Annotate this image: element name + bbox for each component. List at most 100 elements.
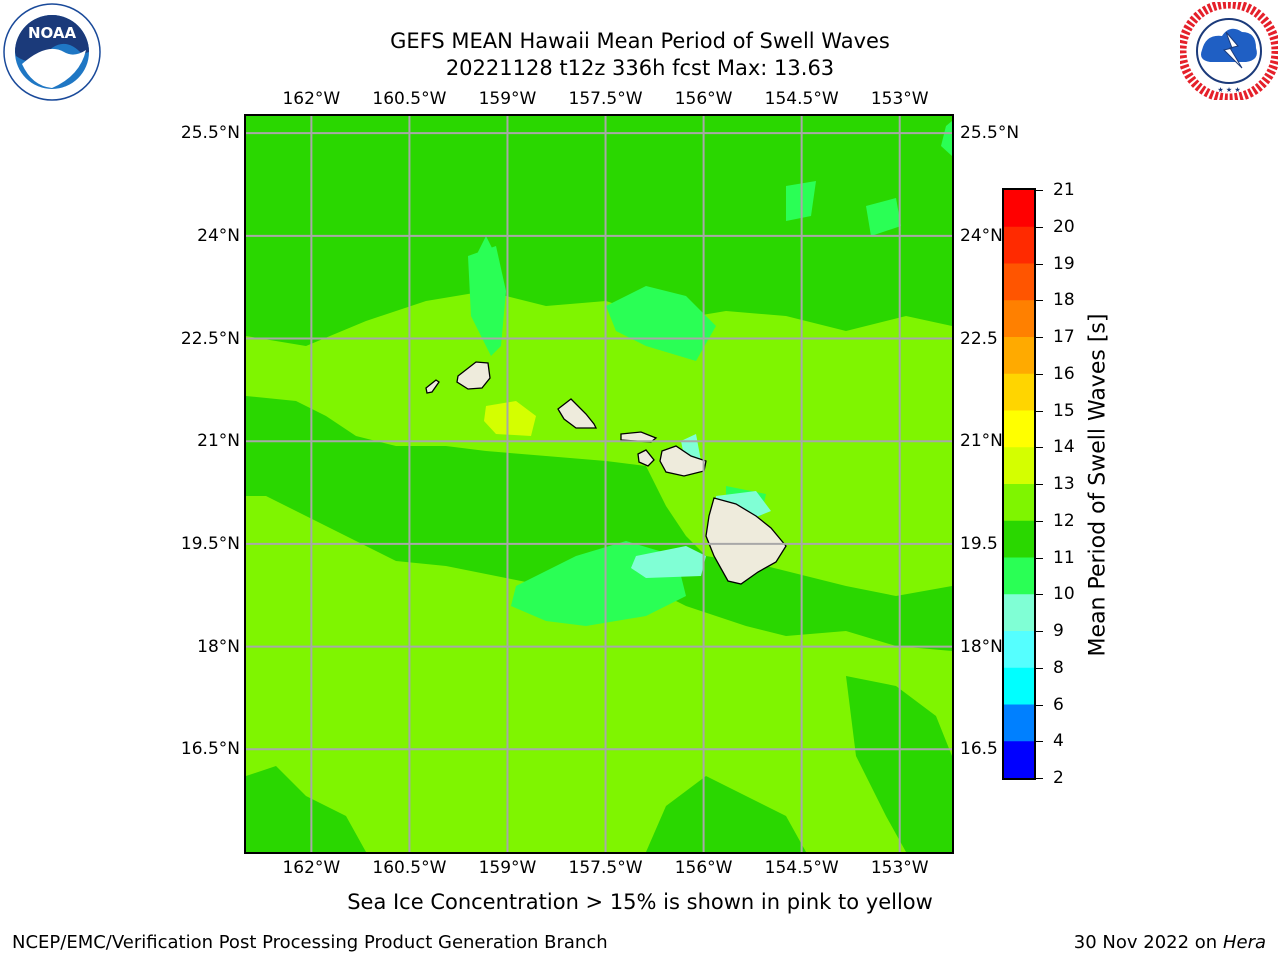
colorbar-band: [1004, 704, 1034, 742]
lon-tick-bottom: 157.5°W: [568, 858, 643, 878]
svg-text:★ ★ ★: ★ ★ ★: [1217, 86, 1240, 94]
colorbar-tick-label: 11: [1053, 547, 1075, 568]
contour-13-14s: [484, 401, 536, 436]
island-lanai: [637, 449, 655, 467]
lat-tick-left: 16.5°N: [180, 739, 240, 760]
colorbar-tick-mark: [1036, 373, 1043, 375]
colorbar-tick-label: 20: [1053, 216, 1075, 237]
colorbar-band: [1004, 226, 1034, 264]
colorbar-tick-mark: [1036, 778, 1043, 779]
island-niihau: [425, 379, 440, 394]
sea-ice-note: Sea Ice Concentration > 15% is shown in …: [347, 890, 933, 914]
colorbar-band: [1004, 667, 1034, 705]
colorbar: [1002, 188, 1036, 780]
lon-tick-bottom: 153°W: [870, 858, 929, 878]
colorbar-band: [1004, 484, 1034, 522]
colorbar-band: [1004, 557, 1034, 595]
colorbar-band: [1004, 410, 1034, 448]
colorbar-tick-mark: [1036, 484, 1043, 485]
colorbar-tick-mark: [1036, 704, 1043, 706]
contour-11-12s: [246, 116, 952, 852]
colorbar-tick-label: 17: [1053, 327, 1075, 347]
lon-tick-bottom: 154.5°W: [764, 858, 839, 878]
colorbar-tick-label: 18: [1053, 290, 1075, 311]
lon-tick-top: 154.5°W: [764, 89, 839, 109]
colorbar-tick-mark: [1036, 300, 1043, 302]
colorbar-tick-label: 13: [1053, 474, 1075, 494]
lat-tick-left: 21°N: [197, 431, 240, 452]
lat-tick-left: 25.5°N: [180, 123, 240, 144]
swell-period-map: [244, 114, 954, 854]
chart-title: GEFS MEAN Hawaii Mean Period of Swell Wa…: [390, 29, 890, 53]
colorbar-tick-label: 10: [1053, 584, 1075, 605]
lon-tick-top: 153°W: [870, 89, 929, 109]
colorbar-band: [1004, 337, 1034, 375]
colorbar-tick-mark: [1036, 520, 1043, 522]
island-hawaii: [705, 497, 787, 585]
colorbar-tick-mark: [1036, 557, 1043, 559]
colorbar-tick-mark: [1036, 263, 1043, 265]
colorbar-tick-label: 14: [1053, 437, 1075, 458]
lat-tick-right: 18°N: [960, 636, 1003, 657]
colorbar-band: [1004, 300, 1034, 338]
noaa-logo-icon: NOAA: [2, 2, 102, 102]
lat-tick-right: 25.5°N: [960, 123, 1020, 144]
colorbar-tick-label: 2: [1053, 768, 1064, 788]
colorbar-band: [1004, 631, 1034, 669]
lon-tick-top: 159°W: [478, 89, 537, 109]
colorbar-tick-mark: [1036, 410, 1043, 412]
island-oahu: [557, 398, 598, 429]
colorbar-band: [1004, 190, 1034, 228]
footer-date: 30 Nov 2022 on Hera: [1074, 932, 1266, 953]
colorbar-band: [1004, 373, 1034, 411]
lon-tick-bottom: 162°W: [282, 858, 341, 878]
lat-tick-left: 18°N: [197, 636, 240, 657]
colorbar-tick-mark: [1036, 594, 1043, 596]
colorbar-tick-mark: [1036, 190, 1043, 191]
map-canvas: [246, 116, 952, 852]
lon-tick-bottom: 160.5°W: [372, 858, 447, 878]
chart-subtitle: 20221128 t12z 336h fcst Max: 13.63: [445, 56, 835, 80]
colorbar-tick-mark: [1036, 741, 1043, 743]
footer-branch: NCEP/EMC/Verification Post Processing Pr…: [12, 932, 608, 953]
colorbar-band: [1004, 263, 1034, 301]
footer-date-text: 30 Nov 2022 on: [1073, 932, 1218, 953]
lon-tick-top: 156°W: [674, 89, 733, 109]
colorbar-tick-label: 9: [1053, 621, 1064, 641]
colorbar-tick-label: 8: [1053, 657, 1064, 678]
colorbar-tick-mark: [1036, 447, 1043, 449]
lat-tick-left: 22.5°N: [180, 328, 240, 349]
colorbar-tick-label: 4: [1053, 731, 1064, 752]
colorbar-band: [1004, 447, 1034, 485]
colorbar-band: [1004, 520, 1034, 558]
lat-tick-right: 19.5: [960, 533, 998, 554]
lon-tick-bottom: 156°W: [674, 858, 733, 878]
lat-tick-right: 24°N: [960, 225, 1003, 246]
colorbar-tick-label: 16: [1053, 363, 1075, 384]
noaa-logo-text: NOAA: [28, 24, 77, 42]
lon-tick-bottom: 159°W: [478, 858, 537, 878]
colorbar-band: [1004, 594, 1034, 632]
lon-tick-top: 162°W: [282, 89, 341, 109]
lon-tick-top: 157.5°W: [568, 89, 643, 109]
colorbar-tick-label: 15: [1053, 400, 1075, 421]
map-gridlines: [246, 116, 952, 852]
colorbar-label: Mean Period of Swell Waves [s]: [1085, 313, 1111, 657]
colorbar-tick-label: 12: [1053, 510, 1075, 531]
colorbar-tick-mark: [1036, 337, 1043, 338]
lon-tick-top: 160.5°W: [372, 89, 447, 109]
lat-tick-right: 21°N: [960, 431, 1003, 452]
island-kauai: [456, 361, 491, 390]
colorbar-tick-mark: [1036, 226, 1043, 228]
nws-logo-icon: ★ ★ ★: [1177, 0, 1280, 103]
footer-host: Hera: [1222, 932, 1266, 953]
islands: [425, 361, 787, 585]
colorbar-tick-label: 6: [1053, 694, 1064, 715]
colorbar-tick-label: 19: [1053, 253, 1075, 274]
colorbar-band: [1004, 741, 1034, 779]
lat-tick-left: 19.5°N: [180, 533, 240, 554]
lat-tick-right: 22.5: [960, 328, 998, 349]
colorbar-tick-label: 21: [1053, 180, 1075, 200]
lat-tick-left: 24°N: [197, 225, 240, 246]
colorbar-tick-mark: [1036, 631, 1043, 632]
